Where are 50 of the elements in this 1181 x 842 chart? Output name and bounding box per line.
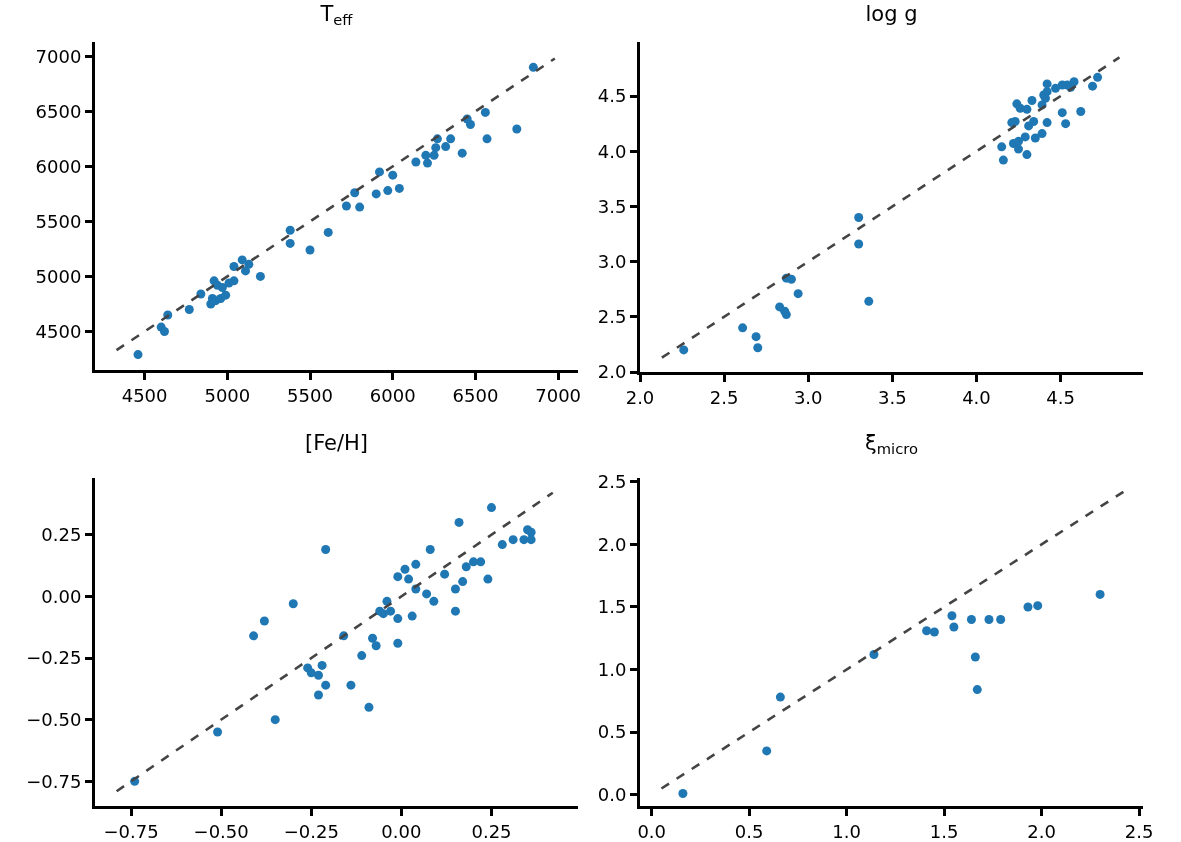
chart-title: T$_{eff}$ [319,2,354,29]
chart-title: [Fe/H] [304,430,369,455]
x-tick-label: 0.25 [471,820,512,842]
y-tick-label: −0.25 [26,647,82,669]
y-tick-label: 2.5 [597,471,627,493]
y-tick-label: 0.25 [41,524,82,546]
chart-title: ξ$_{micro}$ [865,430,918,457]
x-tick-label: 3.5 [878,386,907,408]
y-tick-label: 3.5 [597,195,627,217]
y-tick-label: −0.50 [26,708,82,730]
x-tick-label: 5000 [204,384,251,406]
x-tick-label: 0.5 [734,820,764,842]
y-tick-label: −0.75 [26,770,82,792]
x-tick-label: 1.5 [929,820,959,842]
x-tick-label: 0.0 [637,820,667,842]
y-tick-label: 0.5 [597,721,627,743]
x-tick-label: 4500 [121,384,168,406]
x-tick-label: 0.00 [381,820,422,842]
y-tick-label: 2.0 [597,533,627,555]
x-tick-label: 7000 [535,384,582,406]
y-tick-label: 4500 [35,320,82,342]
x-tick-label: −0.50 [193,820,249,842]
y-tick-label: 2.5 [597,306,627,328]
x-tick-label: 1.0 [832,820,861,842]
y-tick-label: 1.0 [597,658,627,680]
x-tick-label: 2.0 [625,386,655,408]
y-tick-label: 4.5 [597,85,627,107]
y-tick-label: 3.0 [597,250,627,272]
y-tick-label: 5500 [35,210,82,232]
chart-title: log g [865,2,918,26]
x-tick-label: 4.0 [962,386,991,408]
x-tick-label: 4.5 [1046,386,1075,408]
y-tick-label: 6000 [35,155,82,177]
y-tick-label: 4.0 [597,140,627,162]
x-tick-label: 5500 [287,384,333,406]
y-tick-label: 0.0 [597,784,627,806]
x-tick-label: 2.5 [709,386,739,408]
y-tick-label: 5000 [35,265,82,287]
y-tick-label: 1.5 [597,596,627,618]
x-tick-label: −0.75 [103,820,159,842]
x-tick-label: 6500 [452,384,499,406]
x-tick-label: 2.5 [1124,820,1154,842]
y-tick-label: 6500 [35,100,82,122]
x-tick-label: 6000 [369,384,416,406]
y-tick-label: 0.00 [41,585,82,607]
x-tick-label: 3.0 [793,386,823,408]
x-tick-label: 2.0 [1027,820,1056,842]
x-tick-label: −0.25 [283,820,339,842]
y-tick-label: 7000 [35,45,82,67]
y-tick-label: 2.0 [597,361,627,383]
